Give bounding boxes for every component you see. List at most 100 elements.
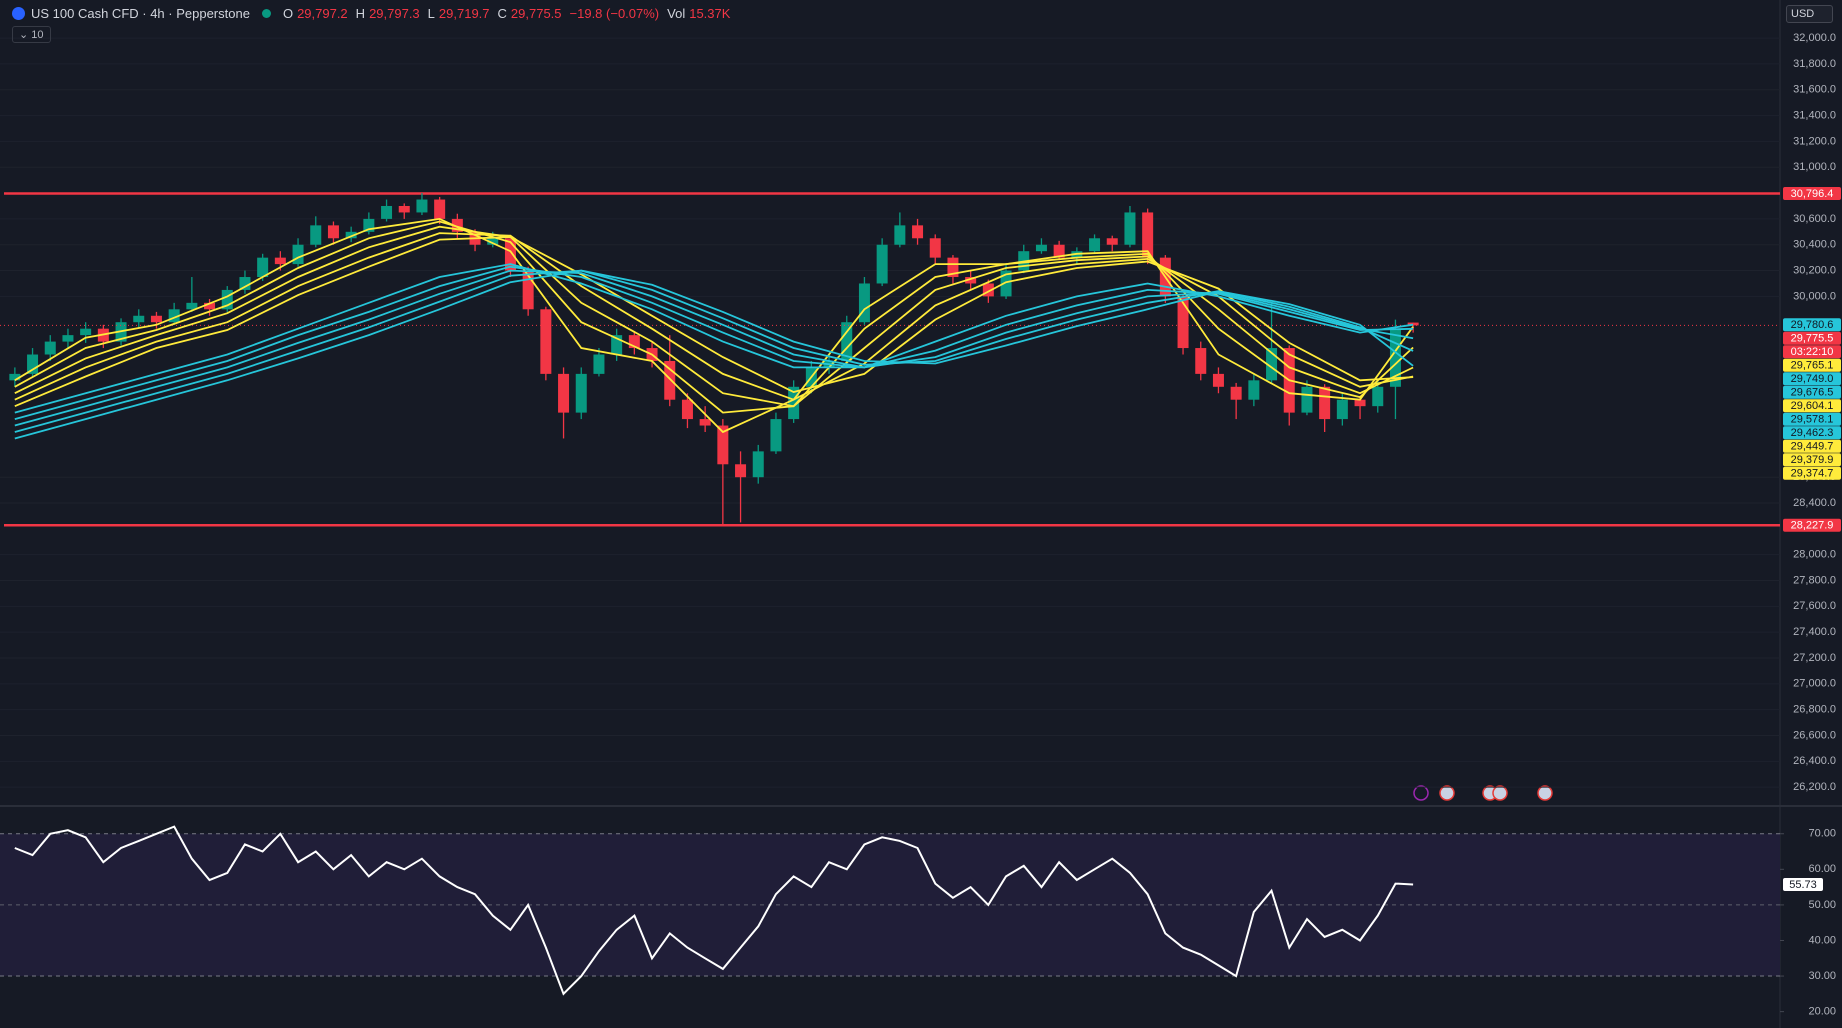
moving-average — [14, 217, 1414, 434]
candle-body — [221, 289, 233, 310]
candle-body — [150, 315, 162, 323]
event-icon[interactable] — [1413, 785, 1429, 801]
y-tick-label: 30,400.0 — [1793, 239, 1836, 251]
candle-body — [62, 335, 74, 342]
candle-body — [27, 354, 39, 374]
y-tick-label: 27,200.0 — [1793, 652, 1836, 664]
y-tick-label: 31,200.0 — [1793, 135, 1836, 147]
moving-average — [14, 236, 1414, 408]
ohlc-value: 29,797.3 — [369, 6, 420, 21]
candle-body — [788, 386, 800, 420]
candle-body — [982, 283, 994, 297]
candle-body — [628, 335, 640, 349]
candle-body — [345, 231, 357, 239]
ohlc-label: H — [355, 6, 366, 21]
level-label-bg — [1783, 187, 1841, 201]
y-tick-label: 27,000.0 — [1793, 678, 1836, 690]
candle-body — [699, 419, 711, 426]
level-label: 28,227.9 — [1791, 520, 1834, 532]
y-tick-label: 26,600.0 — [1793, 729, 1836, 741]
rsi-value-label: 55.73 — [1789, 879, 1817, 891]
last-price-label: 29,775.5 — [1791, 333, 1834, 345]
market-status — [261, 9, 271, 18]
ohlc-label: O — [282, 6, 294, 21]
candle-body — [558, 373, 570, 413]
candle-body — [947, 257, 959, 278]
ma-value-label-bg — [1783, 399, 1841, 413]
y-tick-label: 27,400.0 — [1793, 626, 1836, 638]
candle-body — [1177, 296, 1189, 349]
ma-value-label: 29,676.5 — [1791, 387, 1834, 399]
candle-body — [327, 225, 339, 239]
candle-body — [611, 335, 623, 355]
candle-body — [841, 322, 853, 361]
countdown-label: 03:22:10 — [1791, 346, 1834, 358]
candle-body — [44, 341, 56, 355]
event-icon[interactable] — [1492, 785, 1508, 801]
candle-body — [575, 373, 587, 413]
candle-body — [1354, 399, 1366, 407]
moving-average — [14, 265, 1414, 420]
ma-value-label-bg — [1783, 372, 1841, 386]
candle-body — [133, 315, 145, 323]
candle-body — [1230, 386, 1242, 400]
moving-average — [14, 269, 1414, 433]
currency: USD — [1791, 8, 1815, 20]
candle-body — [168, 309, 180, 323]
ma-value-label-bg — [1783, 318, 1841, 332]
moving-average — [14, 232, 1414, 401]
candle-body — [451, 218, 463, 232]
ma-value-label-bg — [1783, 466, 1841, 480]
y-tick-label: 40.00 — [1808, 934, 1836, 946]
y-tick-label: 30.00 — [1808, 970, 1836, 982]
candle-body — [664, 360, 676, 400]
event-icon[interactable] — [1439, 785, 1455, 801]
ma-value-label: 29,604.1 — [1791, 400, 1834, 412]
candle-body — [204, 302, 216, 310]
y-tick-label: 31,600.0 — [1793, 84, 1836, 96]
y-tick-label: 60.00 — [1808, 863, 1836, 875]
candle-body — [398, 205, 410, 213]
candle-body — [1000, 270, 1012, 297]
ma-value-label-bg — [1783, 385, 1841, 399]
last-price-label-bg — [1783, 331, 1841, 345]
y-tick-label: 30,000.0 — [1793, 290, 1836, 302]
y-tick-label: 26,200.0 — [1793, 781, 1836, 793]
y-tick-label: 70.00 — [1808, 828, 1836, 840]
candle-body — [912, 225, 924, 239]
candle-body — [770, 419, 782, 452]
indicator-toggle[interactable]: ⌄ 10 — [12, 26, 51, 43]
candle-body — [894, 225, 906, 245]
ohlc-value: 29,775.5 — [510, 6, 562, 21]
candle-body — [363, 218, 375, 232]
rsi-value-label-bg — [1783, 878, 1823, 892]
candle-body — [929, 238, 941, 258]
y-tick-label: 28,000.0 — [1793, 549, 1836, 561]
symbol[interactable]: US 100 Cash CFD · 4h · Pepperstone — [31, 6, 250, 21]
y-tick-label: 27,800.0 — [1793, 574, 1836, 586]
countdown-label-bg — [1783, 345, 1841, 359]
y-tick-label: 30,600.0 — [1793, 213, 1836, 225]
candle-body — [1053, 244, 1065, 258]
candle-body — [292, 244, 304, 265]
y-tick-label: 30,200.0 — [1793, 264, 1836, 276]
candle-body — [593, 354, 605, 374]
currency-select[interactable]: USD — [1786, 5, 1834, 23]
y-tick-label: 28,400.0 — [1793, 497, 1836, 509]
ma-value-label: 29,749.0 — [1791, 373, 1834, 385]
event-icon[interactable] — [1537, 785, 1553, 801]
ohlc-value: 29,797.2 — [297, 6, 348, 21]
ma-value-label-bg — [1783, 453, 1841, 467]
ma-value-label-bg — [1783, 358, 1841, 372]
y-tick-label: 50.00 — [1808, 899, 1836, 911]
candle-body — [80, 328, 92, 336]
ma-value-label: 29,578.1 — [1791, 414, 1834, 426]
candle-body — [1301, 386, 1313, 413]
symbol-icon — [12, 7, 25, 20]
candle-body — [1336, 399, 1348, 420]
ma-value-label-bg — [1783, 439, 1841, 453]
ma-value-label-bg — [1783, 426, 1841, 440]
candle-body — [274, 257, 286, 265]
